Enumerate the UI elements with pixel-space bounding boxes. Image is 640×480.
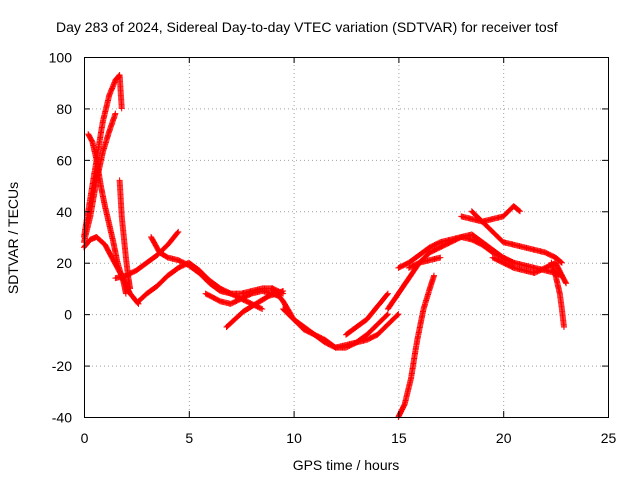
plus-markers [384, 231, 517, 312]
plus-markers [343, 290, 391, 338]
y-tick-label: 40 [56, 204, 72, 220]
x-tick-label: 25 [601, 430, 617, 446]
plot-frame [84, 57, 609, 418]
chart-title: Day 283 of 2024, Sidereal Day-to-day VTE… [56, 19, 558, 35]
plus-markers [458, 203, 523, 225]
series-track-12 [280, 306, 391, 351]
x-tick-label: 0 [81, 430, 89, 446]
plus-markers [135, 259, 266, 312]
plus-markers [280, 306, 391, 351]
x-axis-title: GPS time / hours [293, 457, 400, 473]
axis-ticks: 0 5 10 15 20 25 -40 -20 0 20 40 60 80 100 [49, 50, 617, 447]
y-tick-label: 60 [56, 152, 72, 168]
y-tick-label: 80 [56, 101, 72, 117]
plus-markers [468, 208, 565, 266]
series-track-18 [458, 203, 523, 225]
x-tick-label: 5 [185, 430, 193, 446]
series-track-7 [135, 259, 266, 312]
data-series [81, 72, 570, 420]
series-track-16 [395, 272, 437, 420]
plus-markers [548, 259, 567, 330]
y-tick-label: 0 [64, 307, 72, 323]
series-track-21 [548, 259, 567, 330]
x-tick-label: 20 [496, 430, 512, 446]
x-tick-label: 10 [286, 430, 302, 446]
plus-markers [116, 177, 134, 292]
grid-lines [84, 57, 608, 417]
series-track-19 [468, 208, 565, 266]
plus-markers [395, 272, 437, 420]
y-tick-label: 100 [49, 50, 73, 66]
y-tick-label: -20 [52, 358, 72, 374]
series-track-14 [384, 231, 517, 312]
series-track-17 [405, 254, 444, 271]
y-axis-title: SDTVAR / TECUs [5, 182, 21, 294]
y-tick-label: 20 [56, 255, 72, 271]
plus-markers [405, 254, 444, 271]
y-tick-label: -40 [52, 410, 72, 426]
x-tick-label: 15 [391, 430, 407, 446]
series-track-4 [116, 177, 134, 292]
series-track-13 [343, 290, 391, 338]
